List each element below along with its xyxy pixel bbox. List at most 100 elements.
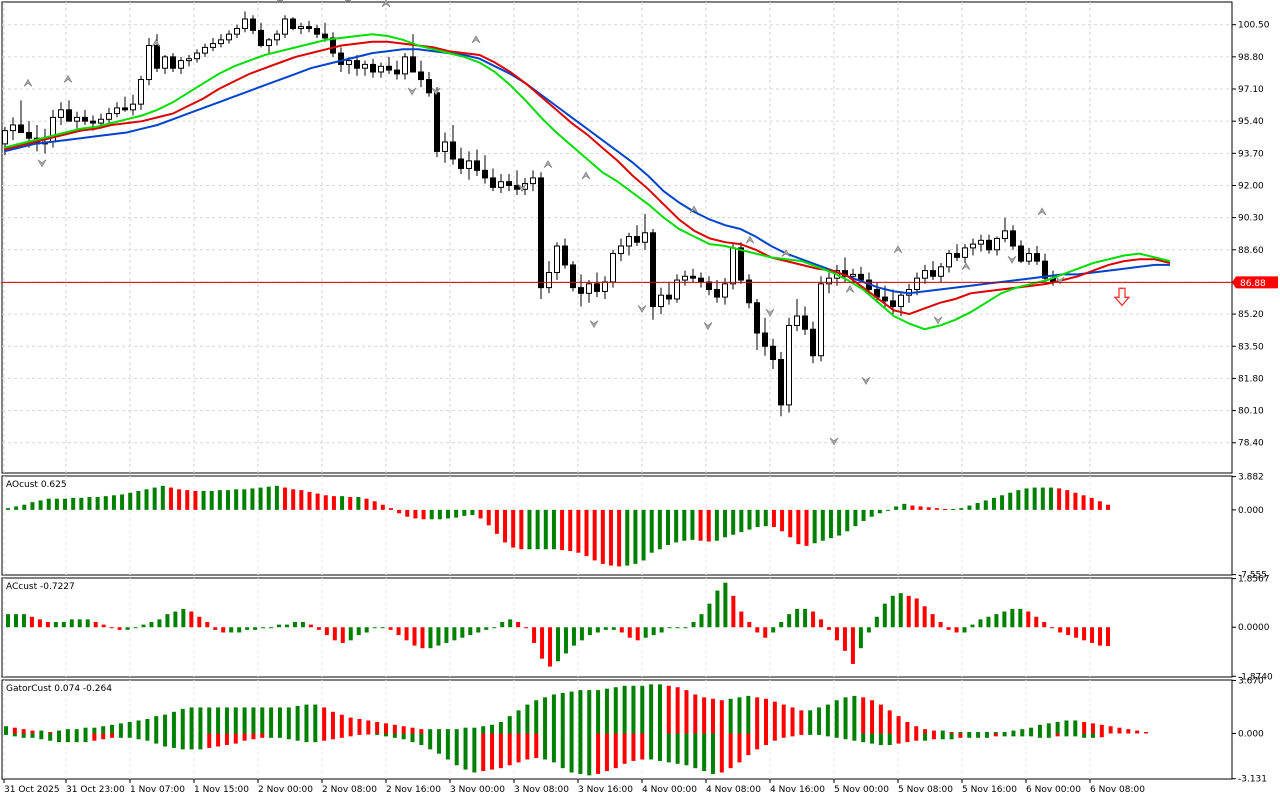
- candle-body: [786, 324, 792, 406]
- ac-bar: [811, 611, 816, 628]
- ac-bar: [556, 627, 560, 662]
- ma-blue-line: [3, 48, 1170, 295]
- gator-lower-bar: [180, 733, 185, 750]
- gator-upper-bar: [4, 726, 8, 734]
- time-tick-label: 31 Oct 2025: [4, 785, 60, 795]
- gator-upper-bar: [896, 716, 901, 734]
- indicator-tick-label: 1.8567: [1238, 575, 1270, 585]
- candle-body: [722, 283, 728, 298]
- ao-bar: [95, 497, 100, 510]
- gator-upper-bar: [746, 695, 751, 734]
- ac-bar: [858, 627, 863, 649]
- gator-lower-bar: [481, 733, 486, 772]
- price-pane[interactable]: 100.50 98.80 97.10 95.40 93.70 92.00 90.30 88.6…: [1, 0, 1278, 474]
- gator-upper-bar: [1126, 729, 1131, 734]
- candle-body: [322, 33, 328, 39]
- candle-body: [354, 60, 360, 69]
- ac-bar: [1034, 616, 1039, 628]
- candle-body: [1042, 260, 1048, 279]
- candle-body: [986, 239, 992, 251]
- gator-lower-bar: [967, 733, 972, 738]
- ao-bar: [136, 491, 141, 510]
- ac-bar: [85, 619, 90, 628]
- gator-lower-bar: [1046, 733, 1051, 738]
- ao-bar: [274, 485, 279, 510]
- ao-bar: [226, 490, 230, 510]
- ao-bar: [1065, 490, 1070, 510]
- fractal-down-icon: [637, 305, 647, 314]
- ao-bar: [991, 497, 996, 510]
- gator-upper-bar: [419, 729, 424, 734]
- candle-body: [762, 332, 768, 347]
- candle-body: [890, 300, 896, 308]
- ao-bar: [584, 509, 589, 557]
- gator-upper-bar: [728, 698, 733, 734]
- ao-bar: [698, 509, 703, 541]
- ao-bar: [975, 503, 980, 510]
- ao-bar: [739, 509, 744, 533]
- gator-upper-bar: [313, 704, 318, 734]
- ao-bar: [209, 491, 214, 510]
- price-tick-label: 92.00: [1238, 181, 1264, 191]
- candle-body: [698, 277, 704, 283]
- time-tick-label: 3 Nov 08:00: [514, 785, 569, 795]
- gator-upper-bar: [613, 687, 618, 734]
- candle-body: [706, 281, 712, 291]
- ao-bar: [731, 509, 736, 535]
- ao-bar: [951, 509, 956, 510]
- gator-lower-bar: [463, 733, 468, 770]
- ac-bar: [946, 627, 951, 630]
- ac-bar: [866, 627, 871, 633]
- ao-bar: [519, 509, 524, 550]
- candle-body: [186, 58, 192, 62]
- gator-pane[interactable]: 3.670 0.000 -3.131: [1, 676, 1267, 785]
- ac-bar: [213, 627, 218, 630]
- gator-upper-bar: [1029, 727, 1034, 734]
- candle-body: [434, 92, 440, 152]
- ao-bar: [486, 509, 491, 526]
- time-tick-label: 1 Nov 15:00: [194, 785, 249, 795]
- candle-body: [634, 236, 640, 243]
- ac-bar: [1002, 611, 1007, 628]
- gator-upper-bar: [993, 732, 998, 734]
- gator-upper-bar: [65, 729, 70, 734]
- candle-body: [202, 46, 208, 54]
- candle-body: [498, 181, 504, 188]
- ac-pane[interactable]: 1.8567 0.0000 -1.8740: [1, 575, 1273, 683]
- candle-body: [114, 107, 120, 115]
- price-tick-label: 80.10: [1238, 407, 1264, 417]
- gator-upper-bar: [242, 707, 247, 734]
- ao-bar: [714, 509, 719, 541]
- ao-pane[interactable]: 3.882 0.000 -7.555: [1, 473, 1267, 581]
- fractal-up-icon: [1037, 207, 1047, 216]
- ao-bar: [641, 509, 646, 561]
- gator-upper-bar: [569, 691, 574, 734]
- candle-body: [178, 60, 184, 69]
- candle-body: [26, 132, 32, 139]
- ao-bar: [926, 507, 931, 510]
- candle-body: [914, 277, 920, 291]
- pane-frame: [1, 1, 1233, 474]
- ac-bar: [1018, 608, 1023, 628]
- ao-bar: [877, 509, 882, 514]
- candle-body: [826, 277, 832, 285]
- ac-bar: [205, 622, 210, 628]
- ac-bar: [452, 627, 457, 641]
- gator-lower-bar: [171, 733, 176, 748]
- ao-bar: [258, 487, 263, 510]
- gator-lower-bar: [1020, 733, 1025, 737]
- gator-upper-bar: [445, 729, 450, 734]
- ao-bar: [234, 489, 239, 510]
- candle-body: [474, 160, 480, 171]
- gator-upper-bar: [171, 711, 176, 734]
- gator-lower-bar: [277, 733, 282, 738]
- ac-bar: [930, 614, 935, 628]
- gator-upper-bar: [657, 684, 662, 734]
- gator-lower-bar: [1090, 733, 1095, 738]
- ac-bar: [986, 616, 991, 628]
- price-tick-label: 85.20: [1238, 310, 1264, 320]
- gator-lower-bar: [419, 733, 424, 746]
- ac-bar: [1042, 622, 1047, 628]
- ao-bar: [617, 509, 622, 567]
